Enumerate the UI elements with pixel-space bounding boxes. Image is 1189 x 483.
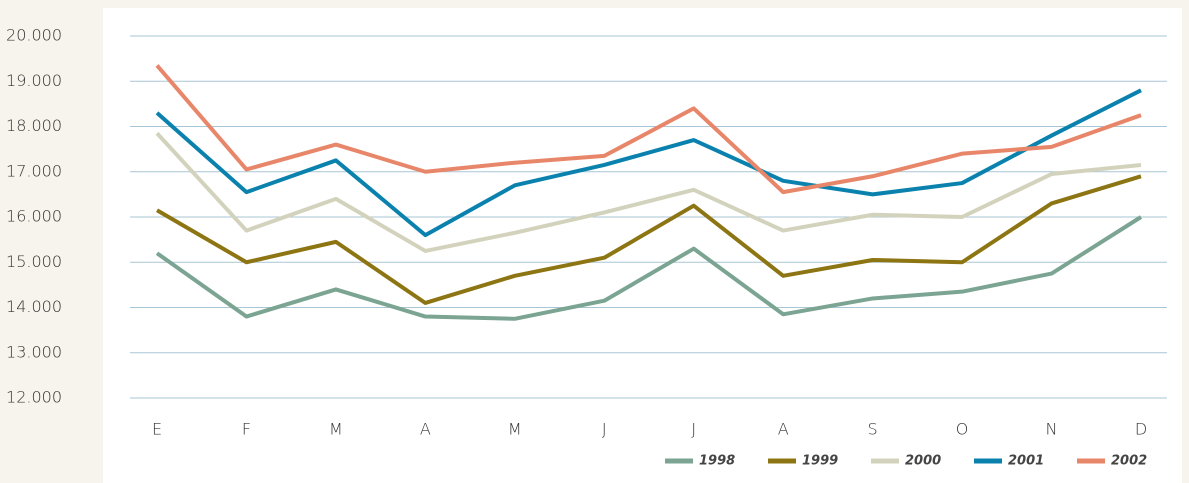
series-line (155, 131, 1142, 253)
x-tick-label: A (778, 420, 789, 439)
x-tick-label: M (508, 420, 522, 439)
legend-label: 2002 (1111, 454, 1147, 469)
y-tick-label: 15.000 (6, 252, 62, 271)
y-tick-label: 14.000 (6, 297, 62, 316)
series-line (155, 174, 1142, 305)
x-tick-label: E (152, 420, 162, 439)
x-tick-label: N (1046, 420, 1058, 439)
y-tick-label: 18.000 (6, 116, 62, 135)
series-line (155, 88, 1142, 238)
x-tick-label: F (242, 420, 251, 439)
legend-label: 2000 (905, 454, 941, 469)
legend-label: 1998 (699, 454, 735, 469)
legend-label: 2001 (1008, 454, 1044, 469)
y-tick-label: 16.000 (6, 207, 62, 226)
y-tick-label: 13.000 (6, 342, 62, 361)
series-line (155, 64, 1142, 195)
x-tick-label: J (691, 420, 696, 439)
y-tick-label: 20.000 (6, 26, 62, 45)
y-tick-label: 19.000 (6, 71, 62, 90)
x-tick-label: D (1135, 420, 1147, 439)
x-tick-label: A (420, 420, 431, 439)
plot-background (103, 8, 1182, 483)
y-tick-label: 12.000 (6, 388, 62, 407)
x-tick-label: S (868, 420, 878, 439)
x-tick-label: J (602, 420, 607, 439)
x-tick-label: M (329, 420, 343, 439)
y-tick-label: 17.000 (6, 161, 62, 180)
legend-label: 1999 (802, 454, 838, 469)
series-line (155, 215, 1143, 321)
x-tick-label: O (956, 420, 969, 439)
